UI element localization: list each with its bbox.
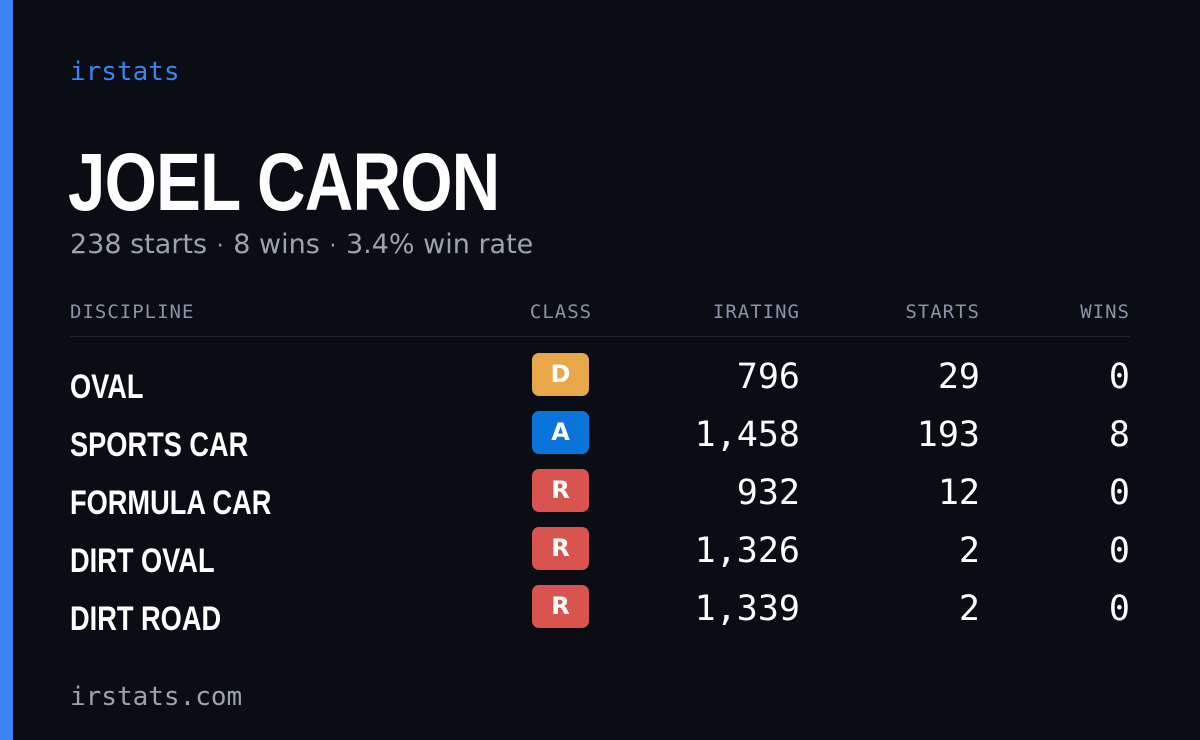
discipline-name: SPORTS CAR <box>70 426 249 464</box>
table-row: OVAL D 796 29 0 <box>70 353 1130 411</box>
license-class-badge: R <box>532 469 589 512</box>
starts-summary: 238 starts <box>70 229 208 260</box>
irating-value: 932 <box>736 473 800 513</box>
summary-separator: · <box>329 234 337 259</box>
wins-summary: 8 wins <box>233 229 320 260</box>
starts-value: 193 <box>916 415 980 455</box>
wins-value: 0 <box>1108 473 1130 513</box>
driver-summary: 238 starts · 8 wins · 3.4% win rate <box>70 228 533 264</box>
starts-value: 2 <box>958 531 980 571</box>
wins-value: 8 <box>1108 415 1130 455</box>
table-header: DISCIPLINE CLASS IRATING STARTS WINS <box>70 298 1130 337</box>
starts-value: 12 <box>937 473 980 513</box>
driver-name: JOEL CARON <box>68 137 500 228</box>
table-body: OVAL D 796 29 0 SPORTS CAR A 1,458 193 8 FORMULA C… <box>70 353 1130 643</box>
license-class-badge: A <box>532 411 589 454</box>
license-class-badge: R <box>532 527 589 570</box>
discipline-name: DIRT OVAL <box>70 542 215 580</box>
accent-bar <box>0 0 13 740</box>
table-row: SPORTS CAR A 1,458 193 8 <box>70 411 1130 469</box>
wins-value: 0 <box>1108 357 1130 397</box>
header-discipline: DISCIPLINE <box>70 301 195 323</box>
irating-value: 1,326 <box>694 531 800 571</box>
irating-value: 1,339 <box>694 589 800 629</box>
discipline-name: FORMULA CAR <box>70 484 272 522</box>
irating-value: 796 <box>736 357 800 397</box>
header-wins: WINS <box>1080 301 1130 323</box>
summary-separator: · <box>216 234 224 259</box>
starts-value: 29 <box>937 357 980 397</box>
irating-value: 1,458 <box>694 415 800 455</box>
table-row: DIRT ROAD R 1,339 2 0 <box>70 585 1130 643</box>
header-class: CLASS <box>529 301 593 323</box>
header-irating: IRATING <box>712 301 800 323</box>
header-starts: STARTS <box>905 301 980 323</box>
brand-logo-text: irstats <box>70 57 180 87</box>
discipline-name: DIRT ROAD <box>70 600 222 638</box>
starts-value: 2 <box>958 589 980 629</box>
license-class-badge: D <box>532 353 589 396</box>
discipline-name: OVAL <box>70 368 144 406</box>
discipline-table: DISCIPLINE CLASS IRATING STARTS WINS OVA… <box>70 298 1130 638</box>
table-row: FORMULA CAR R 932 12 0 <box>70 469 1130 527</box>
table-row: DIRT OVAL R 1,326 2 0 <box>70 527 1130 585</box>
wins-value: 0 <box>1108 531 1130 571</box>
license-class-badge: R <box>532 585 589 628</box>
win-rate-summary: 3.4% win rate <box>345 229 534 260</box>
wins-value: 0 <box>1108 589 1130 629</box>
footer-url: irstats.com <box>70 682 243 712</box>
